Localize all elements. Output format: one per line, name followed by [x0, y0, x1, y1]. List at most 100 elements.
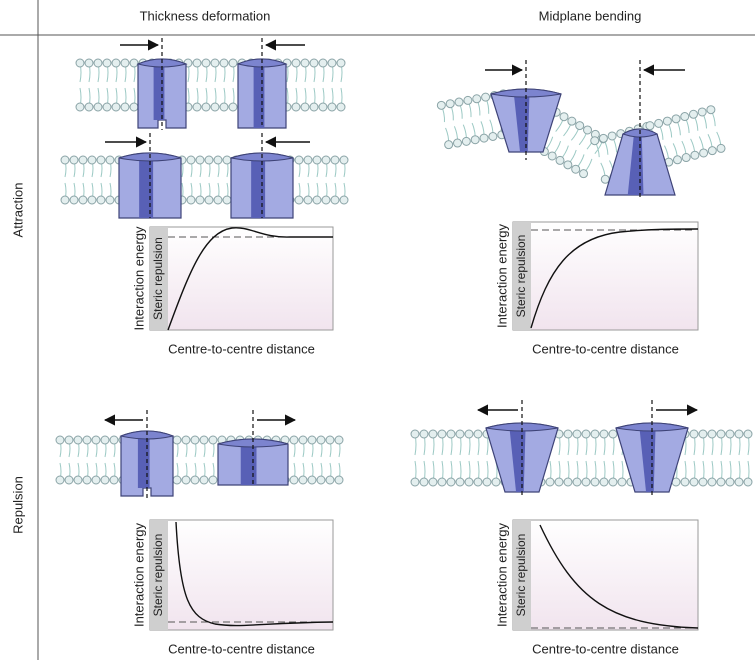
lipid-head: [321, 155, 331, 165]
lipid-head: [316, 475, 326, 485]
lipid-head: [725, 429, 735, 439]
lipid-head: [289, 475, 299, 485]
membrane: [60, 155, 349, 205]
lipid-head: [428, 429, 438, 439]
steric-band: [513, 222, 531, 330]
lipid-head: [199, 475, 209, 485]
lipid-head: [567, 116, 577, 126]
lipid-head: [590, 136, 600, 146]
energy-plot: Steric repulsion Interaction energy Centre…: [131, 226, 334, 356]
lipid-head: [472, 94, 482, 104]
lipid-head: [201, 102, 211, 112]
x-axis-label: Centre-to-centre distance: [532, 641, 679, 656]
protein: [485, 400, 559, 495]
lipid-head: [734, 477, 744, 487]
lipid-head: [91, 435, 101, 445]
lipid-head: [581, 429, 591, 439]
lipid-head: [87, 195, 97, 205]
lipid-head: [318, 58, 328, 68]
lipid-head: [707, 146, 717, 156]
lipid-head: [555, 155, 565, 165]
energy-plot: Steric repulsion Interaction energy Centre…: [494, 221, 699, 356]
lipid-head: [581, 477, 591, 487]
lipid-head: [419, 429, 429, 439]
lipid-head: [734, 429, 744, 439]
lipid-head: [410, 429, 420, 439]
lipid-head: [84, 58, 94, 68]
y-axis-label: Interaction energy: [131, 522, 146, 627]
protein-top: [615, 422, 689, 432]
energy-curve: [167, 227, 333, 331]
steric-band: [150, 520, 168, 630]
protein: [615, 400, 689, 495]
lipid-head: [339, 195, 349, 205]
lipid-head: [228, 102, 238, 112]
lipid-head: [482, 477, 492, 487]
lipid-head: [334, 435, 344, 445]
lipid-head: [75, 58, 85, 68]
lipid-head: [111, 58, 121, 68]
lipid-head: [690, 150, 700, 160]
lipid-head: [195, 195, 205, 205]
lipid-head: [222, 195, 232, 205]
lipid-head: [461, 136, 471, 146]
lipid-head: [547, 151, 557, 161]
lipid-head: [316, 435, 326, 445]
y-axis-label: Interaction energy: [494, 223, 509, 328]
lipid-head: [437, 477, 447, 487]
lipid-head: [192, 58, 202, 68]
lipid-head: [298, 475, 308, 485]
lipid-head: [481, 92, 491, 102]
lipid-head: [300, 58, 310, 68]
lipid-head: [707, 477, 717, 487]
protein: [119, 410, 175, 498]
lipid-head: [96, 155, 106, 165]
lipid-head: [303, 195, 313, 205]
lipid-head: [60, 195, 70, 205]
lipid-head: [73, 435, 83, 445]
lipid-head: [716, 477, 726, 487]
lipid-head: [600, 174, 610, 184]
lipid-head: [455, 429, 465, 439]
lipid-head: [318, 102, 328, 112]
lipid-head: [339, 155, 349, 165]
lipid-head: [75, 102, 85, 112]
lipid-head: [608, 477, 618, 487]
lipid-head: [84, 102, 94, 112]
protein-core: [240, 443, 257, 485]
lipid-head: [78, 155, 88, 165]
lipid-head: [491, 477, 501, 487]
lipid-head: [69, 155, 79, 165]
lipid-head: [559, 112, 569, 122]
lipid-head: [294, 195, 304, 205]
lipid-head: [436, 100, 446, 110]
lipid-head: [590, 429, 600, 439]
membrane: [75, 58, 346, 112]
lipid-head: [545, 477, 555, 487]
lipid-head: [213, 195, 223, 205]
lipid-head: [599, 477, 609, 487]
energy-curve: [539, 524, 699, 629]
lipid-head: [208, 435, 218, 445]
lipid-head: [186, 195, 196, 205]
protein-core: [253, 63, 265, 128]
lipid-head: [186, 155, 196, 165]
lipid-head: [428, 477, 438, 487]
lipid-head: [437, 429, 447, 439]
lipid-head: [307, 475, 317, 485]
lipid-head: [60, 155, 70, 165]
plot-area: [149, 226, 334, 331]
lipid-head: [219, 58, 229, 68]
lipid-head: [190, 475, 200, 485]
lipid-head: [210, 102, 220, 112]
lipid-head: [334, 475, 344, 485]
lipid-head: [294, 155, 304, 165]
lipid-head: [563, 160, 573, 170]
lipid-head: [73, 475, 83, 485]
lipid-head: [309, 58, 319, 68]
lipid-head: [181, 435, 191, 445]
protein: [604, 60, 676, 200]
plot-area: [512, 221, 699, 331]
y-axis-label: Interaction energy: [131, 226, 146, 331]
